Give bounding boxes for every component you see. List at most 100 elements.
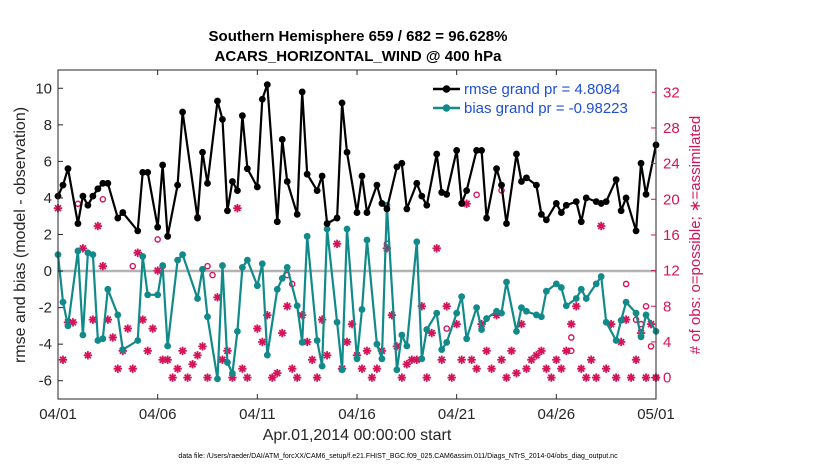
y2-tick-label: 16 bbox=[663, 227, 680, 244]
bias-point bbox=[64, 322, 72, 330]
bias-point bbox=[343, 225, 351, 233]
asterisk-stroke bbox=[243, 373, 251, 382]
rmse-point bbox=[318, 172, 326, 180]
obs-possible-marker bbox=[154, 236, 161, 243]
chart-title: Southern Hemisphere 659 / 682 = 96.628% bbox=[209, 28, 508, 45]
rmse-point bbox=[483, 214, 490, 222]
obs-assimilated-marker bbox=[198, 342, 207, 351]
asterisk-stroke bbox=[552, 356, 560, 364]
obs-assimilated-marker bbox=[626, 373, 636, 382]
x-tick-label: 05/01 bbox=[637, 406, 675, 423]
obs-assimilated-marker bbox=[522, 364, 531, 373]
asterisk-stroke bbox=[602, 365, 610, 373]
rmse-point bbox=[234, 187, 241, 195]
obs-assimilated-marker bbox=[567, 319, 576, 329]
bias-point bbox=[104, 285, 112, 293]
bias-point bbox=[298, 338, 306, 346]
rmse-point bbox=[99, 179, 107, 187]
asterisk-stroke bbox=[253, 324, 261, 333]
bias-point bbox=[159, 262, 167, 269]
obs-assimilated-marker bbox=[193, 351, 202, 360]
bias-point bbox=[89, 251, 97, 259]
asterisk-stroke bbox=[238, 365, 246, 373]
obs-assimilated-marker bbox=[98, 261, 108, 271]
asterisk-stroke bbox=[547, 373, 555, 382]
bias-point bbox=[443, 338, 451, 346]
asterisk-stroke bbox=[443, 302, 451, 310]
asterisk-stroke bbox=[363, 347, 371, 355]
obs-assimilated-marker bbox=[592, 373, 601, 382]
obs-assimilated-marker bbox=[447, 373, 456, 382]
bias-point bbox=[358, 306, 366, 313]
rmse-point bbox=[498, 181, 505, 189]
bias-point bbox=[139, 253, 147, 260]
bias-point bbox=[114, 311, 122, 319]
asterisk-stroke bbox=[218, 356, 227, 364]
bias-point bbox=[552, 280, 560, 288]
obs-assimilated-marker bbox=[572, 302, 581, 311]
rmse-point bbox=[373, 181, 381, 189]
legend-bias-marker bbox=[442, 104, 451, 112]
obs-assimilated-marker bbox=[83, 351, 93, 360]
rmse-point bbox=[283, 178, 291, 185]
bias-point bbox=[632, 309, 640, 317]
asterisk-stroke bbox=[308, 356, 316, 364]
y-tick-label: 6 bbox=[44, 153, 52, 170]
obs-assimilated-marker bbox=[557, 364, 566, 373]
bias-point bbox=[453, 309, 461, 317]
obs-possible-marker bbox=[622, 280, 630, 288]
rmse-point bbox=[562, 201, 570, 209]
asterisk-stroke bbox=[433, 244, 441, 252]
rmse-point bbox=[224, 207, 231, 215]
obs-assimilated-marker bbox=[168, 373, 177, 382]
bias-point bbox=[622, 298, 630, 306]
bias-point bbox=[478, 326, 485, 333]
rmse-point bbox=[637, 159, 645, 167]
bias-point bbox=[273, 285, 281, 293]
obs-assimilated-marker bbox=[641, 373, 651, 382]
bias-point bbox=[303, 232, 311, 240]
bias-point bbox=[513, 327, 520, 335]
obs-assimilated-marker bbox=[442, 302, 451, 311]
bias-point bbox=[283, 264, 291, 271]
x-tick-label: 04/21 bbox=[438, 406, 476, 423]
rmse-point bbox=[253, 183, 261, 191]
rmse-point bbox=[622, 194, 630, 202]
asterisk-stroke bbox=[567, 320, 575, 328]
obs-assimilated-marker bbox=[178, 346, 187, 356]
obs-assimilated-marker bbox=[457, 355, 466, 364]
rmse-point bbox=[159, 161, 167, 169]
x-tick-label: 04/16 bbox=[338, 406, 376, 423]
bias-point bbox=[224, 359, 231, 366]
asterisk-stroke bbox=[188, 360, 197, 368]
asterisk-stroke bbox=[169, 373, 177, 382]
asterisk-stroke bbox=[273, 369, 281, 377]
rmse-point bbox=[278, 136, 286, 143]
rmse-point bbox=[533, 181, 540, 189]
obs-assimilated-marker bbox=[527, 355, 536, 364]
obs-assimilated-marker bbox=[317, 315, 327, 324]
rmse-point bbox=[513, 150, 520, 158]
bias-point bbox=[523, 307, 530, 315]
asterisk-stroke bbox=[612, 373, 620, 382]
asterisk-stroke bbox=[178, 347, 187, 355]
rmse-point bbox=[84, 201, 92, 209]
bias-point bbox=[637, 333, 645, 341]
asterisk-stroke bbox=[472, 365, 481, 373]
bias-point bbox=[164, 342, 172, 350]
y2-tick-label: 4 bbox=[663, 334, 671, 351]
rmse-point bbox=[577, 218, 585, 226]
obs-assimilated-marker bbox=[163, 355, 172, 364]
rmse-point bbox=[518, 178, 525, 185]
bias-point bbox=[119, 346, 127, 354]
bias-point bbox=[144, 291, 152, 299]
rmse-point bbox=[358, 172, 366, 180]
obs-assimilated-marker bbox=[113, 364, 122, 373]
legend: rmse grand pr = 4.8084 bias grand pr = -… bbox=[428, 77, 652, 121]
asterisk-stroke bbox=[448, 373, 456, 382]
asterisk-stroke bbox=[94, 222, 102, 230]
y2-tick-label: 0 bbox=[663, 370, 671, 387]
rmse-point bbox=[443, 190, 451, 198]
asterisk-stroke bbox=[627, 373, 635, 382]
bias-point bbox=[498, 309, 505, 317]
